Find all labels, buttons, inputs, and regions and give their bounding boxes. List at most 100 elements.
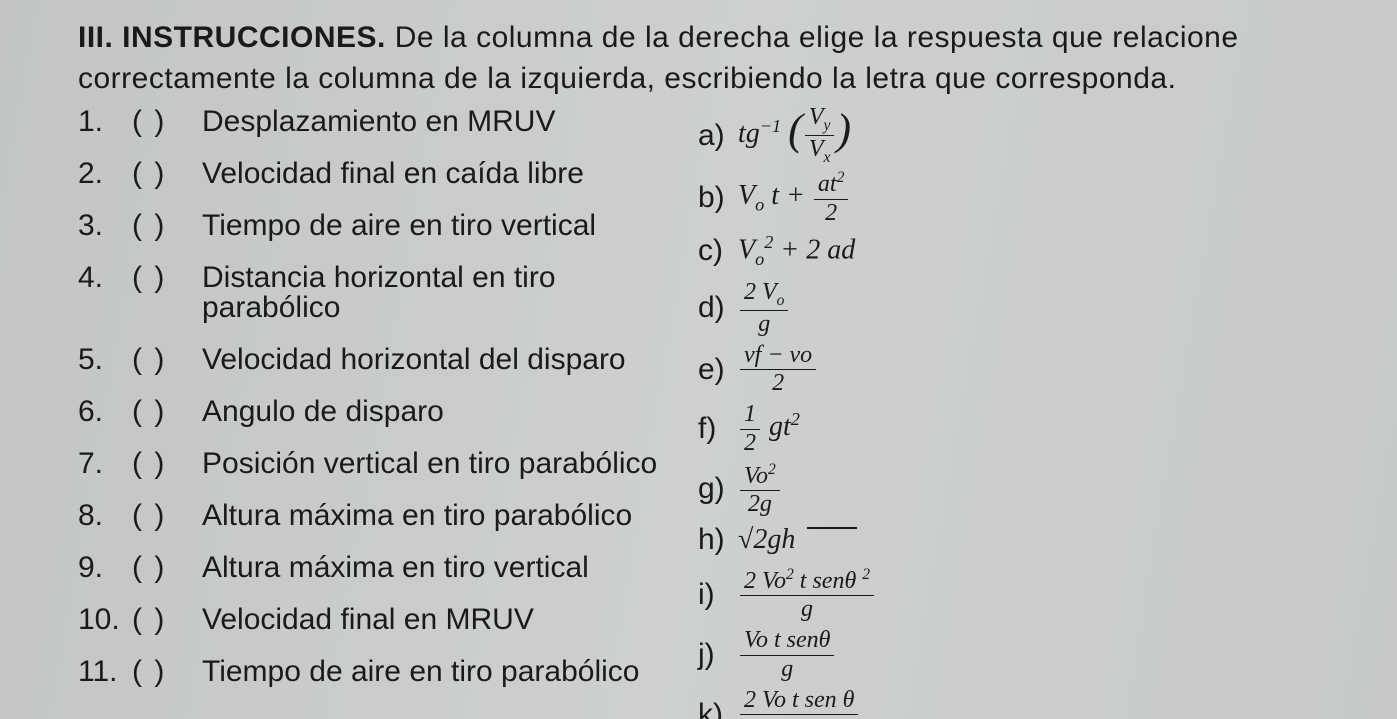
- left-item: 2. ( ) Velocidad final en caída libre: [78, 159, 688, 189]
- fraction: 2 Vo t sen θ g: [740, 688, 858, 719]
- option-c: c) Vo2 + 2 ad: [698, 232, 1357, 270]
- frac-bot: 2: [821, 200, 841, 226]
- frac-top: at2: [814, 170, 848, 199]
- fraction: Vo2 2g: [740, 462, 780, 517]
- item-number: 7.: [78, 449, 132, 479]
- item-number: 4.: [78, 263, 132, 293]
- option-b: b) Vo t + at2 2: [698, 170, 1357, 225]
- option-h: h) √2gh: [698, 523, 1357, 557]
- option-g: g) Vo2 2g: [698, 462, 1357, 517]
- frac-bot: g: [789, 715, 809, 719]
- left-item: 3. ( ) Tiempo de aire en tiro vertical: [78, 211, 688, 241]
- item-number: 2.: [78, 159, 132, 189]
- answer-blank[interactable]: ( ): [132, 397, 202, 427]
- item-text: Altura máxima en tiro parabólico: [202, 501, 632, 531]
- left-item: 7. ( ) Posición vertical en tiro paraból…: [78, 449, 688, 479]
- instructions-block: III. INSTRUCCIONES. De la columna de la …: [78, 18, 1357, 99]
- item-number: 6.: [78, 397, 132, 427]
- t: t +: [764, 180, 812, 211]
- worksheet-page: III. INSTRUCCIONES. De la columna de la …: [0, 0, 1397, 719]
- fraction: Vo t senθ g: [740, 628, 834, 681]
- left-column: 1. ( ) Desplazamiento en MRUV 2. ( ) Vel…: [78, 105, 688, 719]
- fraction: 2 Vo g: [740, 280, 788, 337]
- sq: 2: [791, 409, 800, 429]
- item-number: 1.: [78, 107, 132, 137]
- item-number: 8.: [78, 501, 132, 531]
- sq: 2: [768, 461, 776, 478]
- option-letter: g): [698, 472, 738, 506]
- option-j: j) Vo t senθ g: [698, 628, 1357, 681]
- frac-top: vf − vo: [740, 343, 816, 370]
- frac-top: Vy: [805, 105, 835, 136]
- answer-blank[interactable]: ( ): [132, 263, 202, 293]
- v0: V: [738, 180, 755, 211]
- t: 2 V: [744, 279, 777, 305]
- frac-top: Vo2: [740, 462, 780, 491]
- item-number: 3.: [78, 211, 132, 241]
- item-text: Posición vertical en tiro parabólico: [202, 449, 657, 479]
- frac-top: 2 Vo2 t senθ 2: [740, 567, 874, 596]
- frac-bot: 2: [768, 370, 788, 396]
- instructions-heading: III. INSTRUCCIONES.: [78, 21, 386, 54]
- dash-line: [807, 527, 857, 529]
- answer-blank[interactable]: ( ): [132, 159, 202, 189]
- item-text: Angulo de disparo: [202, 397, 444, 427]
- gt: gt: [762, 411, 791, 442]
- left-item: 8. ( ) Altura máxima en tiro parabólico: [78, 501, 688, 531]
- fraction: vf − vo 2: [740, 343, 816, 396]
- frac-bot: 2g: [744, 491, 776, 517]
- answer-blank[interactable]: ( ): [132, 553, 202, 583]
- item-text: Tiempo de aire en tiro parabólico: [202, 657, 639, 687]
- sub: o: [755, 249, 764, 269]
- option-f: f) 1 2 gt2: [698, 402, 1357, 455]
- left-item: 9. ( ) Altura máxima en tiro vertical: [78, 553, 688, 583]
- answer-blank[interactable]: ( ): [132, 501, 202, 531]
- option-letter: c): [698, 234, 738, 268]
- left-item: 11. ( ) Tiempo de aire en tiro parabólic…: [78, 657, 688, 687]
- option-letter: f): [698, 412, 738, 446]
- answer-blank[interactable]: ( ): [132, 107, 202, 137]
- option-k: k) 2 Vo t sen θ g: [698, 688, 1357, 719]
- sub: o: [777, 291, 785, 308]
- answer-blank[interactable]: ( ): [132, 211, 202, 241]
- sq: 2: [862, 566, 870, 583]
- option-letter: i): [698, 578, 738, 612]
- answer-blank[interactable]: ( ): [132, 605, 202, 635]
- paren-open: (: [788, 105, 803, 154]
- item-text: Distancia horizontal en tiro parabólico: [202, 263, 688, 323]
- vo: Vo: [744, 463, 768, 489]
- item-text: Velocidad final en caída libre: [202, 159, 584, 189]
- right-column: a) tg−1 ( Vy Vx ) b) Vo t + at2 2: [688, 105, 1357, 719]
- frac-bot: g: [777, 656, 797, 682]
- at: at: [818, 171, 837, 197]
- formula: 1 2 gt2: [738, 402, 800, 455]
- frac-bot: g: [797, 596, 817, 622]
- item-number: 9.: [78, 553, 132, 583]
- t: 2 Vo: [744, 568, 786, 594]
- fraction: at2 2: [814, 170, 848, 225]
- frac-top: 2 Vo: [740, 280, 788, 311]
- tg: tg: [738, 118, 760, 149]
- option-letter: e): [698, 353, 738, 387]
- fraction: Vy Vx: [805, 105, 835, 166]
- fraction: 1 2: [740, 402, 760, 455]
- frac-bot: Vx: [805, 136, 835, 166]
- option-a: a) tg−1 ( Vy Vx ): [698, 105, 1357, 166]
- option-letter: h): [698, 523, 738, 557]
- columns-container: 1. ( ) Desplazamiento en MRUV 2. ( ) Vel…: [78, 105, 1357, 719]
- option-i: i) 2 Vo2 t senθ 2 g: [698, 567, 1357, 622]
- answer-blank[interactable]: ( ): [132, 449, 202, 479]
- left-item: 4. ( ) Distancia horizontal en tiro para…: [78, 263, 688, 323]
- answer-blank[interactable]: ( ): [132, 345, 202, 375]
- option-letter: k): [698, 698, 738, 719]
- v0: V: [738, 234, 755, 265]
- item-text: Altura máxima en tiro vertical: [202, 553, 589, 583]
- formula: √2gh: [738, 524, 795, 556]
- option-letter: a): [698, 119, 738, 153]
- left-item: 1. ( ) Desplazamiento en MRUV: [78, 107, 688, 137]
- paren-close: ): [836, 105, 851, 154]
- v: V: [809, 136, 824, 162]
- option-e: e) vf − vo 2: [698, 343, 1357, 396]
- frac-bot: g: [754, 311, 774, 337]
- answer-blank[interactable]: ( ): [132, 657, 202, 687]
